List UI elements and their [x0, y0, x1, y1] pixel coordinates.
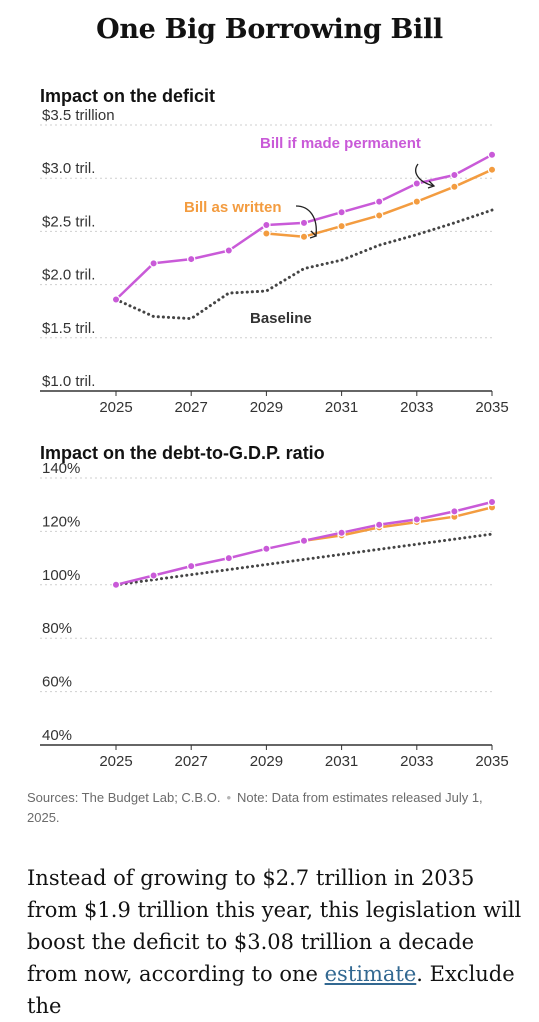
y-tick-label: $1.5 tril. [42, 320, 95, 337]
annotation-arrow [295, 205, 317, 237]
y-tick-label: $2.5 tril. [42, 213, 95, 230]
bill-as-written-line [302, 506, 494, 542]
bill-as-written-point [412, 197, 421, 206]
chart-title: Impact on the deficit [40, 86, 215, 106]
y-tick-label: 120% [42, 513, 80, 530]
baseline-line [114, 532, 494, 587]
y-tick-label: 60% [42, 674, 72, 691]
x-tick-label: 2025 [99, 753, 132, 770]
bill-if-made-permanent-point [111, 295, 121, 304]
bill-if-made-permanent-point [487, 150, 497, 159]
x-tick-label: 2035 [475, 753, 508, 770]
page-title: One Big Borrowing Bill [96, 14, 443, 45]
bill-if-made-permanent-point [375, 197, 384, 206]
bill-if-made-permanent-line [114, 153, 494, 301]
bill-if-made-permanent-point [111, 580, 121, 589]
bill-if-made-permanent-point [450, 170, 459, 180]
y-tick-label: 100% [42, 567, 80, 584]
bill-if-made-permanent-point [412, 179, 421, 188]
y-tick-label: 140% [42, 460, 80, 477]
annotation-arrowhead [309, 230, 318, 239]
chart-title: Impact on the debt-to-G.D.P. ratio [40, 443, 325, 463]
y-tick-label: $2.0 tril. [42, 267, 95, 284]
x-tick-label: 2033 [400, 753, 433, 770]
x-tick-label: 2033 [400, 399, 433, 416]
bill-if-made-permanent-point [375, 520, 384, 529]
bill-if-made-permanent-point [262, 544, 271, 553]
bill-as-written-point [375, 211, 384, 220]
bill-if-made-permanent-point [299, 536, 309, 545]
paragraph-text: Instead of growing to $2.7 trillion in 2… [27, 866, 522, 986]
x-tick-label: 2025 [99, 399, 132, 416]
bill-as-written-point [487, 165, 497, 174]
bill-if-made-permanent-point [186, 561, 196, 571]
bill-if-made-permanent-point [262, 220, 271, 230]
baseline-line [114, 208, 494, 321]
y-tick-label: $3.0 tril. [42, 160, 95, 177]
x-tick-label: 2031 [325, 753, 358, 770]
article-paragraph: Instead of growing to $2.7 trillion in 2… [27, 862, 527, 1022]
debt-to-gdp-chart: Impact on the debt-to-G.D.P. ratio 140% 1… [40, 443, 509, 770]
chart-footnote: Sources: The Budget Lab; C.B.O. • Note: Da… [27, 788, 517, 828]
bill-if-made-permanent-point [149, 571, 158, 580]
separator-dot: • [226, 790, 231, 805]
sources-text: Sources: The Budget Lab; C.B.O. [27, 790, 221, 805]
bill-if-made-permanent-point [337, 528, 346, 537]
annotation-label: Bill as written [184, 199, 282, 216]
deficit-chart: Impact on the deficit $3.5 trillion $3.0 … [40, 86, 509, 416]
bill-if-made-permanent-point [149, 259, 158, 268]
bill-as-written-point [450, 182, 459, 191]
bill-if-made-permanent-point [186, 254, 196, 264]
y-tick-label: $1.0 tril. [42, 373, 95, 390]
y-tick-label: $3.5 trillion [42, 107, 115, 124]
annotation-arrowhead [427, 180, 436, 189]
x-tick-label: 2027 [175, 753, 208, 770]
bill-if-made-permanent-point [299, 218, 309, 228]
bill-if-made-permanent-point [412, 515, 421, 524]
annotation-arrow [415, 163, 435, 187]
x-tick-label: 2027 [175, 399, 208, 416]
bill-if-made-permanent-point [450, 507, 459, 516]
bill-if-made-permanent-point [224, 246, 233, 255]
estimate-link[interactable]: estimate [324, 962, 417, 986]
x-tick-label: 2035 [475, 399, 508, 416]
y-tick-label: 80% [42, 620, 72, 637]
bill-as-written-point [337, 221, 346, 231]
x-tick-label: 2029 [250, 753, 283, 770]
x-tick-label: 2031 [325, 399, 358, 416]
bill-as-written-point [299, 232, 309, 241]
bill-as-written-point [262, 229, 271, 238]
annotation-label: Baseline [250, 310, 312, 327]
note-text: Note: Data from estimates released July … [27, 790, 483, 825]
y-tick-label: 40% [42, 727, 72, 744]
annotation-label: Bill if made permanent [260, 135, 421, 152]
bill-if-made-permanent-point [224, 553, 233, 563]
x-tick-label: 2029 [250, 399, 283, 416]
bill-if-made-permanent-point [487, 497, 497, 507]
bill-if-made-permanent-point [337, 208, 346, 217]
